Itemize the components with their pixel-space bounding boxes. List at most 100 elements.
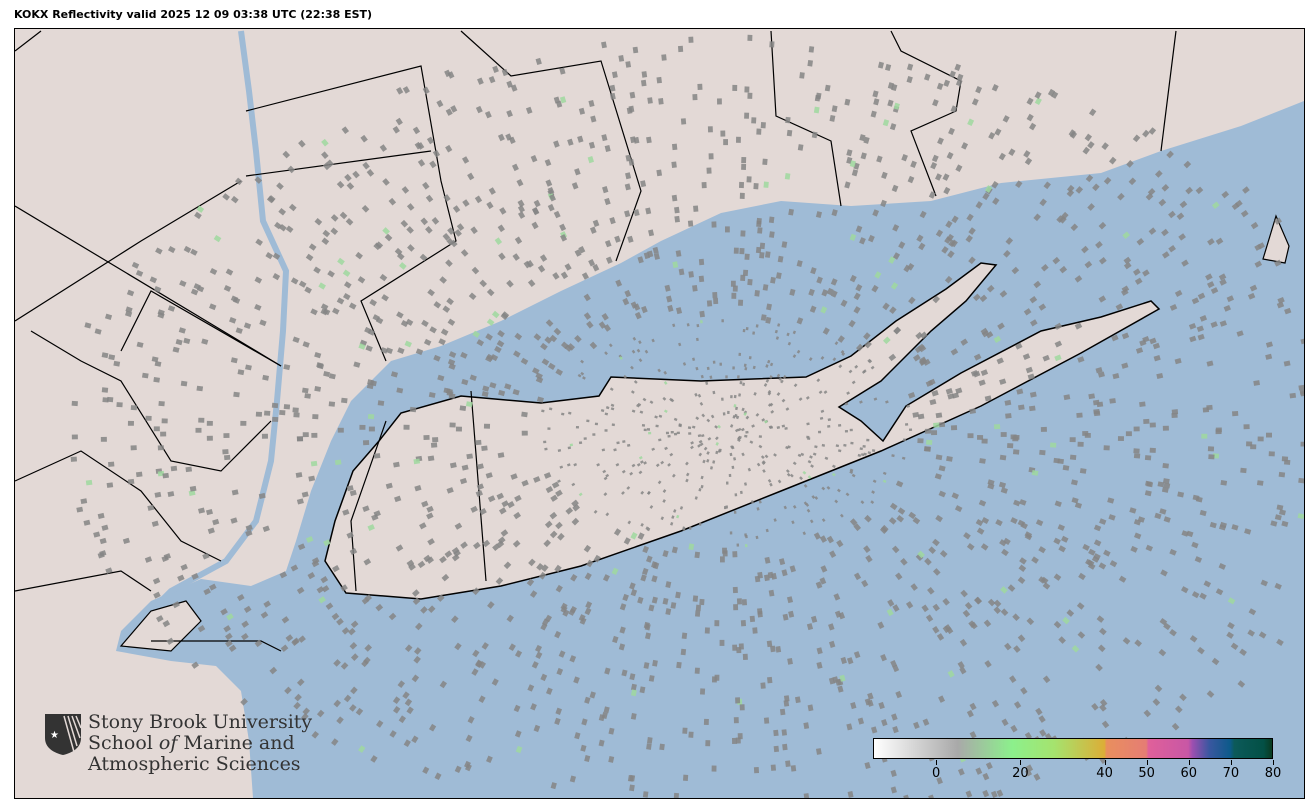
radar-echo-pixel — [672, 261, 679, 269]
radar-echo-pixel — [367, 328, 376, 336]
radar-echo-pixel — [500, 529, 509, 537]
radar-echo-pixel — [333, 659, 341, 667]
radar-echo-pixel — [1099, 704, 1107, 712]
radar-echo-pixel — [696, 323, 700, 328]
radar-echo-pixel — [580, 359, 585, 364]
radar-echo-pixel — [312, 414, 319, 420]
radar-echo-pixel — [195, 427, 202, 433]
radar-echo-pixel — [282, 150, 291, 159]
radar-echo-pixel — [688, 271, 694, 278]
radar-echo-pixel — [1274, 217, 1282, 225]
radar-echo-pixel — [451, 615, 459, 624]
radar-echo-pixel — [343, 281, 352, 289]
radar-echo-pixel — [406, 559, 415, 567]
radar-echo-pixel — [697, 434, 702, 438]
radar-echo-pixel — [831, 472, 836, 477]
radar-echo-pixel — [1063, 394, 1071, 401]
radar-echo-pixel — [632, 336, 637, 341]
radar-echo-pixel — [1239, 648, 1247, 656]
radar-echo-pixel — [648, 229, 655, 237]
radar-echo-pixel — [358, 745, 366, 753]
radar-echo-pixel — [744, 434, 748, 438]
radar-echo-pixel — [662, 489, 667, 493]
radar-echo-pixel — [544, 447, 548, 451]
radar-echo-pixel — [692, 284, 698, 292]
radar-echo-pixel — [797, 453, 802, 458]
radar-echo-pixel — [739, 704, 745, 711]
radar-echo-pixel — [820, 409, 825, 413]
radar-echo-pixel — [461, 378, 469, 386]
radar-echo-pixel — [261, 433, 268, 439]
radar-echo-pixel — [1162, 425, 1169, 431]
radar-echo-pixel — [715, 450, 719, 455]
radar-echo-pixel — [698, 487, 702, 492]
radar-echo-pixel — [850, 702, 857, 710]
radar-echo-pixel — [652, 659, 658, 667]
radar-echo-pixel — [1276, 504, 1284, 511]
radar-echo-pixel — [1254, 260, 1263, 268]
radar-echo-pixel — [419, 522, 427, 530]
radar-echo-pixel — [274, 221, 282, 230]
radar-echo-pixel — [1050, 442, 1057, 448]
radar-echo-pixel — [1013, 701, 1022, 709]
radar-echo-pixel — [1195, 496, 1203, 503]
radar-echo-pixel — [849, 233, 857, 242]
radar-echo-pixel — [697, 83, 703, 91]
radar-echo-pixel — [739, 248, 745, 255]
radar-echo-pixel — [598, 321, 607, 329]
radar-echo-pixel — [760, 314, 767, 321]
radar-echo-pixel — [782, 374, 787, 379]
radar-echo-pixel — [741, 599, 748, 606]
radar-echo-pixel — [750, 500, 754, 504]
radar-echo-pixel — [1109, 156, 1117, 165]
radar-echo-pixel — [1250, 444, 1257, 450]
radar-echo-pixel — [821, 518, 826, 523]
radar-echo-pixel — [333, 699, 342, 708]
radar-echo-pixel — [609, 84, 616, 92]
radar-echo-pixel — [921, 604, 929, 613]
radar-echo-pixel — [488, 75, 496, 84]
radar-map[interactable] — [14, 28, 1305, 799]
radar-echo-pixel — [673, 432, 678, 436]
radar-echo-pixel — [373, 510, 381, 517]
radar-echo-pixel — [733, 604, 739, 611]
radar-echo-pixel — [763, 717, 770, 724]
radar-echo-pixel — [938, 490, 946, 498]
radar-echo-pixel — [1023, 308, 1032, 316]
radar-echo-pixel — [866, 438, 870, 442]
radar-echo-pixel — [706, 300, 713, 307]
radar-echo-pixel — [630, 532, 638, 540]
radar-echo-pixel — [1117, 192, 1125, 201]
radar-echo-pixel — [819, 535, 827, 543]
radar-echo-pixel — [685, 478, 689, 483]
radar-echo-pixel — [223, 625, 231, 633]
radar-echo-pixel — [644, 632, 651, 640]
radar-echo-pixel — [915, 553, 924, 562]
radar-echo-pixel — [767, 676, 773, 684]
radar-echo-pixel — [295, 472, 303, 478]
radar-echo-pixel — [1161, 228, 1169, 237]
radar-echo-pixel — [736, 375, 740, 379]
radar-echo-pixel — [311, 730, 319, 739]
radar-echo-pixel — [1112, 373, 1120, 380]
radar-echo-pixel — [279, 571, 288, 579]
radar-echo-pixel — [1219, 521, 1227, 529]
radar-echo-pixel — [263, 600, 271, 608]
radar-echo-pixel — [897, 507, 906, 515]
radar-echo-pixel — [1061, 535, 1069, 543]
radar-echo-pixel — [924, 557, 932, 566]
radar-echo-pixel — [991, 180, 999, 189]
radar-echo-pixel — [1029, 295, 1038, 304]
radar-echo-pixel — [553, 140, 560, 148]
radar-echo-pixel — [749, 440, 754, 444]
radar-echo-pixel — [742, 329, 746, 333]
colorbar-tick — [1188, 760, 1190, 765]
radar-echo-pixel — [1199, 315, 1208, 322]
radar-echo-pixel — [492, 65, 499, 73]
radar-echo-pixel — [544, 336, 553, 344]
radar-echo-pixel — [670, 602, 677, 609]
radar-echo-pixel — [849, 518, 858, 526]
radar-echo-pixel — [932, 603, 940, 612]
radar-echo-pixel — [449, 462, 457, 469]
radar-echo-pixel — [665, 608, 672, 615]
